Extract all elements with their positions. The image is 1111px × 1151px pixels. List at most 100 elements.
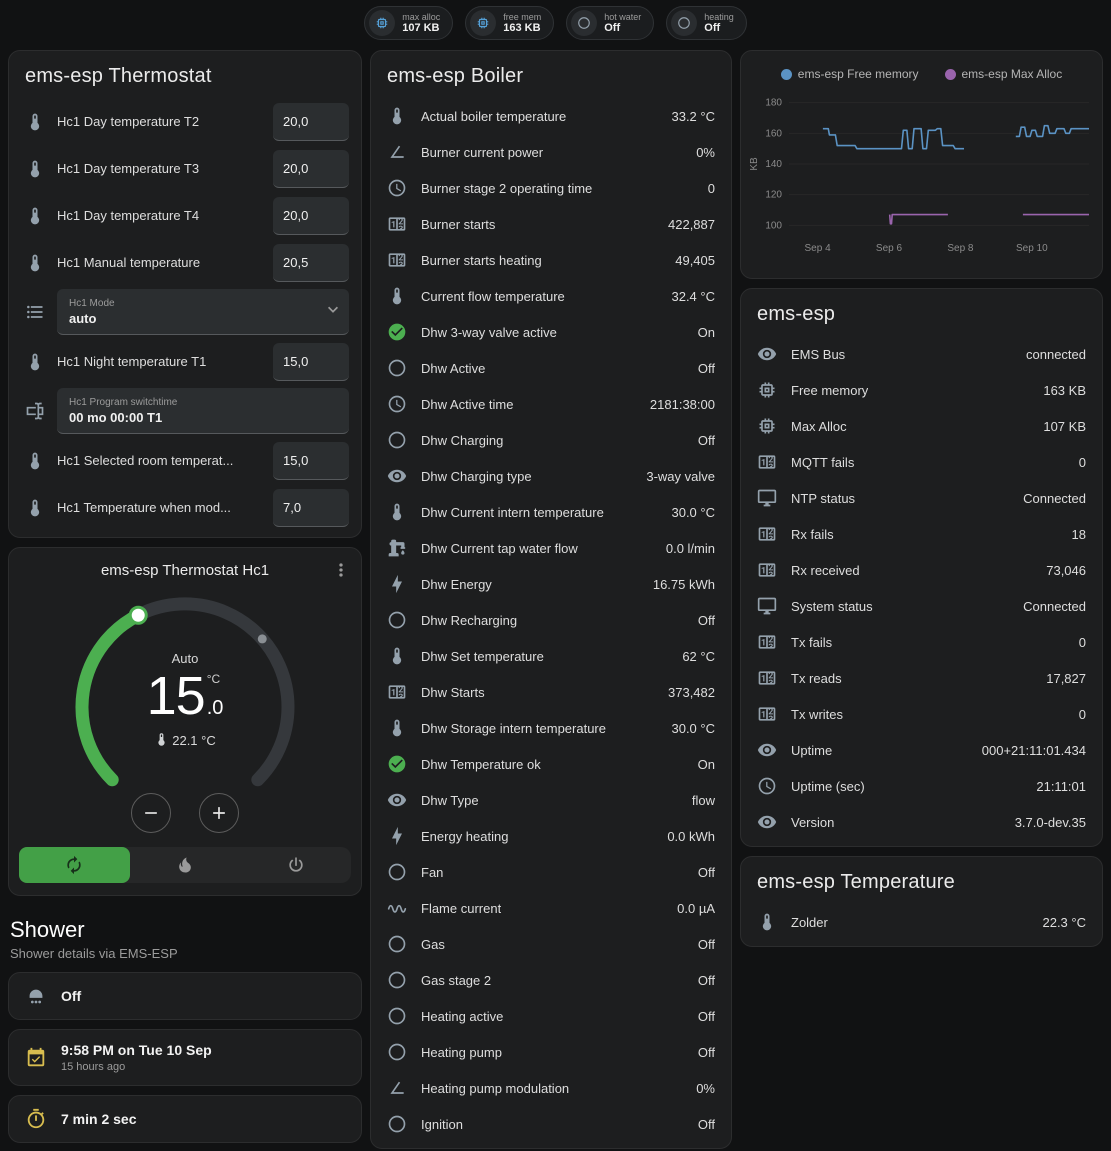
- mode-button-off[interactable]: [240, 847, 351, 883]
- entity-label: Uptime (sec): [791, 778, 865, 794]
- entity-row[interactable]: Dhw Storage intern temperature 30.0 °C: [371, 710, 731, 746]
- entity-row[interactable]: Dhw Charging type 3-way valve: [371, 458, 731, 494]
- section-title: Shower: [10, 917, 85, 942]
- counter-icon: [388, 217, 406, 231]
- mode-button-auto[interactable]: [19, 847, 130, 883]
- entity-row[interactable]: Current flow temperature 32.4 °C: [371, 278, 731, 314]
- entity-row[interactable]: Uptime (sec) 21:11:01: [741, 768, 1102, 804]
- status-chip[interactable]: max alloc 107 KB: [364, 6, 454, 40]
- entity-row[interactable]: Dhw Recharging Off: [371, 602, 731, 638]
- entity-row[interactable]: Dhw Type flow: [371, 782, 731, 818]
- entity-row[interactable]: Flame current 0.0 µA: [371, 890, 731, 926]
- entity-row[interactable]: Actual boiler temperature 33.2 °C: [371, 98, 731, 134]
- axis-label: 120: [765, 190, 782, 201]
- status-chip[interactable]: heating Off: [666, 6, 747, 40]
- entity-row[interactable]: Dhw Temperature ok On: [371, 746, 731, 782]
- number-input[interactable]: 20,0: [273, 102, 349, 141]
- number-input[interactable]: 20,0: [273, 149, 349, 188]
- entity-row[interactable]: Dhw Starts 373,482: [371, 674, 731, 710]
- entity-value: 422,887: [668, 216, 715, 232]
- entity-row[interactable]: MQTT fails 0: [741, 444, 1102, 480]
- entity-row[interactable]: Max Alloc 107 KB: [741, 408, 1102, 444]
- text-input[interactable]: Hc1 Program switchtime 00 mo 00:00 T1: [57, 388, 349, 434]
- number-input[interactable]: 20,0: [273, 196, 349, 235]
- entity-row[interactable]: Dhw 3-way valve active On: [371, 314, 731, 350]
- temp-decrease-button[interactable]: [131, 793, 171, 833]
- chip-label: heating: [704, 11, 734, 22]
- entity-row[interactable]: System status Connected: [741, 588, 1102, 624]
- entity-row[interactable]: Free memory 163 KB: [741, 372, 1102, 408]
- chip-value: Off: [604, 21, 621, 34]
- entity-row[interactable]: Tx fails 0: [741, 624, 1102, 660]
- circle-icon: [678, 17, 691, 29]
- temp-increase-button[interactable]: [199, 793, 239, 833]
- chip-text: max alloc 107 KB: [402, 12, 440, 35]
- entity-row[interactable]: Heating active Off: [371, 998, 731, 1034]
- select-input[interactable]: Hc1 Mode auto: [57, 289, 349, 335]
- entity-value: 17,827: [1046, 670, 1086, 686]
- legend-item[interactable]: ems-esp Free memory: [780, 67, 919, 81]
- entity-row[interactable]: Burner current power 0%: [371, 134, 731, 170]
- entity-row[interactable]: Uptime 000+21:11:01.434: [741, 732, 1102, 768]
- shower-card[interactable]: 7 min 2 sec: [8, 1095, 362, 1143]
- mode-button-heat[interactable]: [130, 847, 241, 883]
- entity-row[interactable]: Zolder 22.3 °C: [741, 904, 1102, 940]
- entity-row[interactable]: Tx writes 0: [741, 696, 1102, 732]
- entity-row[interactable]: Burner starts heating 49,405: [371, 242, 731, 278]
- number-input[interactable]: 15,0: [273, 441, 349, 480]
- entity-value: 163 KB: [1043, 382, 1086, 398]
- entity-row[interactable]: Burner stage 2 operating time 0: [371, 170, 731, 206]
- number-input[interactable]: 20,5: [273, 243, 349, 282]
- entity-label: Tx fails: [791, 634, 833, 650]
- status-chip[interactable]: hot water Off: [566, 6, 655, 40]
- entity-row[interactable]: Gas stage 2 Off: [371, 962, 731, 998]
- minus-icon: [145, 812, 157, 814]
- entity-row[interactable]: Version 3.7.0-dev.35: [741, 804, 1102, 840]
- entity-row[interactable]: EMS Bus connected: [741, 336, 1102, 372]
- legend-item[interactable]: ems-esp Max Alloc: [944, 67, 1062, 81]
- number-input[interactable]: 7,0: [273, 488, 349, 527]
- shower-card[interactable]: Off: [8, 972, 362, 1020]
- entity-row[interactable]: Tx reads 17,827: [741, 660, 1102, 696]
- counter-icon: [758, 527, 776, 541]
- entity-row[interactable]: NTP status Connected: [741, 480, 1102, 516]
- entity-row[interactable]: Energy heating 0.0 kWh: [371, 818, 731, 854]
- more-options-button[interactable]: [331, 560, 351, 585]
- entity-row[interactable]: Dhw Active Off: [371, 350, 731, 386]
- bolt-icon: [392, 574, 402, 594]
- entity-row[interactable]: Rx received 73,046: [741, 552, 1102, 588]
- entity-row[interactable]: Dhw Active time 2181:38:00: [371, 386, 731, 422]
- entity-row[interactable]: Dhw Set temperature 62 °C: [371, 638, 731, 674]
- entity-row[interactable]: Heating pump Off: [371, 1034, 731, 1070]
- entity-label: Tx writes: [791, 706, 843, 722]
- status-chip[interactable]: free mem 163 KB: [465, 6, 555, 40]
- dial-arc[interactable]: [60, 583, 310, 835]
- dial-handle[interactable]: [128, 605, 148, 625]
- number-input[interactable]: 15,0: [273, 342, 349, 381]
- input-label: Hc1 Mode: [69, 297, 115, 309]
- entity-label: Rx fails: [791, 526, 834, 542]
- flame-icon: [179, 857, 191, 873]
- entity-row[interactable]: Gas Off: [371, 926, 731, 962]
- entity-row[interactable]: Fan Off: [371, 854, 731, 890]
- entity-label: Dhw Temperature ok: [421, 756, 541, 772]
- entity-row[interactable]: Ignition Off: [371, 1106, 731, 1142]
- entity-row[interactable]: Dhw Current intern temperature 30.0 °C: [371, 494, 731, 530]
- entity-row[interactable]: Rx fails 18: [741, 516, 1102, 552]
- entity-value: 0: [1078, 454, 1086, 470]
- entity-row[interactable]: Dhw Current tap water flow 0.0 l/min: [371, 530, 731, 566]
- entity-row[interactable]: Dhw Charging Off: [371, 422, 731, 458]
- entity-row[interactable]: Burner starts 422,887: [371, 206, 731, 242]
- entity-row[interactable]: Heating pump modulation 0%: [371, 1070, 731, 1106]
- dial-card-header: ems-esp Thermostat Hc1: [9, 548, 361, 579]
- thermostat-dial[interactable]: Auto 15 °C .0 22.1 °C: [60, 583, 310, 835]
- entity-value: Connected: [1023, 490, 1086, 506]
- entity-label: Burner starts heating: [421, 252, 542, 268]
- entity-value: 21:11:01: [1036, 778, 1086, 794]
- chevron-down-icon-wrap[interactable]: [323, 299, 343, 324]
- thermometer-icon: [30, 113, 40, 130]
- axis-label: 160: [765, 128, 782, 139]
- entity-label: Hc1 Selected room temperat...: [57, 453, 234, 468]
- entity-row[interactable]: Dhw Energy 16.75 kWh: [371, 566, 731, 602]
- shower-card[interactable]: 9:58 PM on Tue 10 Sep 15 hours ago: [8, 1029, 362, 1086]
